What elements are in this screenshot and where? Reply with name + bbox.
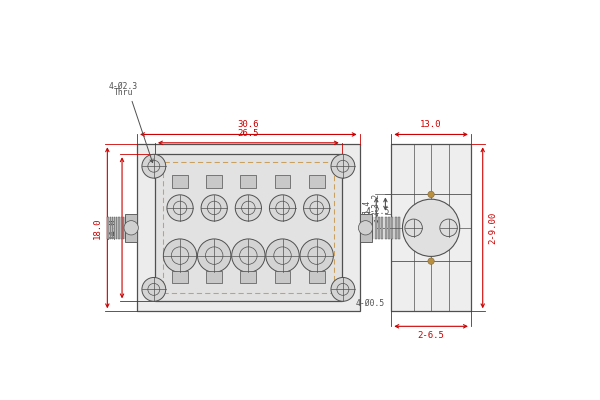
Bar <box>309 271 325 284</box>
Bar <box>125 217 127 239</box>
Bar <box>241 175 256 188</box>
Circle shape <box>428 191 434 198</box>
Circle shape <box>167 195 193 221</box>
Bar <box>375 217 377 239</box>
Circle shape <box>235 195 262 221</box>
Text: 30.6: 30.6 <box>238 120 259 129</box>
Circle shape <box>269 195 296 221</box>
Bar <box>118 217 120 239</box>
Bar <box>112 217 113 239</box>
Circle shape <box>232 239 265 272</box>
Text: 26.5: 26.5 <box>238 129 259 138</box>
Bar <box>378 217 380 239</box>
Circle shape <box>163 239 197 272</box>
Bar <box>114 217 115 239</box>
Circle shape <box>428 258 434 264</box>
Circle shape <box>440 219 457 236</box>
Text: 2-9.00: 2-9.00 <box>488 212 497 244</box>
Text: 2-3.2: 2-3.2 <box>371 192 380 216</box>
Bar <box>172 271 188 284</box>
Bar <box>123 217 124 239</box>
Circle shape <box>266 239 299 272</box>
Circle shape <box>124 221 139 235</box>
Bar <box>107 217 109 239</box>
Circle shape <box>358 221 373 235</box>
Bar <box>206 271 222 284</box>
Text: 4-2.5: 4-2.5 <box>365 208 390 216</box>
Circle shape <box>300 239 334 272</box>
Circle shape <box>331 154 355 178</box>
Bar <box>391 144 471 311</box>
Bar <box>309 175 325 188</box>
Bar <box>275 175 290 188</box>
Bar <box>155 154 342 301</box>
Bar <box>172 175 188 188</box>
Bar <box>385 217 387 239</box>
Circle shape <box>331 278 355 301</box>
Bar <box>206 175 222 188</box>
Circle shape <box>142 278 166 301</box>
Text: 4-Ø2.3: 4-Ø2.3 <box>109 82 138 91</box>
Bar <box>388 217 390 239</box>
Bar <box>398 217 400 239</box>
Bar <box>241 271 256 284</box>
Bar <box>359 214 371 242</box>
Circle shape <box>403 199 460 256</box>
Bar <box>395 217 397 239</box>
Text: 14.0: 14.0 <box>108 217 117 238</box>
Text: 13.0: 13.0 <box>421 120 442 129</box>
Circle shape <box>304 195 330 221</box>
Bar <box>121 217 122 239</box>
Bar <box>116 217 118 239</box>
Bar <box>371 217 373 239</box>
Bar <box>110 217 111 239</box>
Circle shape <box>197 239 231 272</box>
Bar <box>275 271 290 284</box>
Text: Thru: Thru <box>113 88 133 97</box>
Bar <box>391 217 394 239</box>
Bar <box>163 162 334 293</box>
Circle shape <box>201 195 227 221</box>
Text: 2-6.4: 2-6.4 <box>362 200 371 223</box>
Bar <box>382 217 383 239</box>
Text: 18.0: 18.0 <box>93 217 102 238</box>
Text: 2-6.5: 2-6.5 <box>418 332 445 340</box>
Bar <box>137 144 359 311</box>
Circle shape <box>405 219 422 236</box>
Circle shape <box>142 154 166 178</box>
Text: 4-Ø0.5: 4-Ø0.5 <box>356 299 385 308</box>
Bar <box>125 214 137 242</box>
